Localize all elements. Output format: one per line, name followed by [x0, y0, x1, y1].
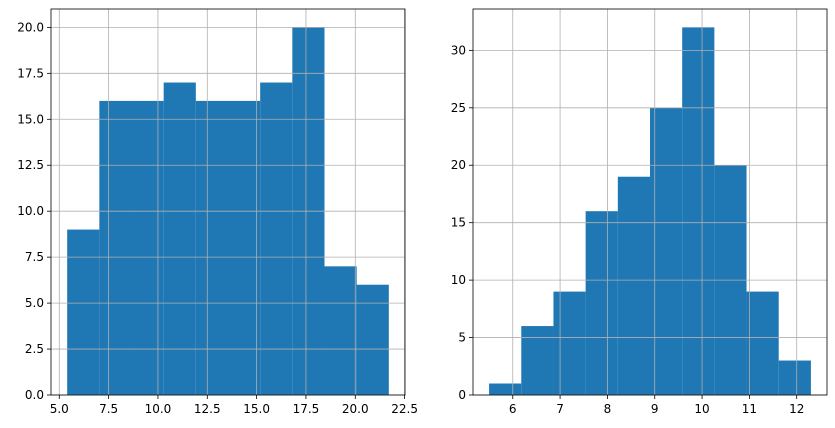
axes-frame	[50, 8, 406, 396]
right-histogram: 6 7 8 9 10 11 12 0 5 10 15 20 25 30	[451, 8, 828, 416]
x-tick-label: 11	[742, 402, 757, 416]
y-tick-label: 5.0	[25, 296, 44, 310]
y-tick-label: 12.5	[17, 158, 44, 172]
x-tick-label: 22.5	[391, 402, 418, 416]
histogram-bar	[521, 326, 554, 395]
y-axis: 0 5 10 15 20 25 30	[451, 43, 473, 402]
y-tick-label: 20	[451, 158, 466, 172]
x-tick-label: 12.5	[194, 402, 221, 416]
x-tick-label: 5.0	[50, 402, 69, 416]
histogram-bar	[99, 100, 132, 396]
x-tick-label: 7	[556, 402, 564, 416]
histogram-bar	[163, 82, 196, 396]
x-tick-label: 17.5	[293, 402, 320, 416]
histogram-bar	[67, 229, 100, 395]
y-tick-label: 30	[451, 43, 466, 57]
y-tick-label: 20.0	[17, 20, 44, 34]
y-tick-label: 10	[451, 273, 466, 287]
histogram-bar	[650, 107, 683, 396]
histogram-bar	[131, 100, 164, 396]
y-tick-label: 2.5	[25, 342, 44, 356]
histogram-bar	[489, 383, 522, 395]
y-axis: 0.0 2.5 5.0 7.5 10.0 12.5 15.0 17.5 20.0	[17, 20, 51, 402]
histogram-bar	[585, 211, 618, 395]
histogram-bar	[617, 176, 650, 395]
x-tick-label: 8	[604, 402, 612, 416]
y-tick-label: 7.5	[25, 250, 44, 264]
y-tick-label: 5	[458, 331, 466, 345]
histogram-bar	[746, 291, 779, 395]
left-histogram: 5.0 7.5 10.0 12.5 15.0 17.5 20.0 22.5 0.0 2.5 5.0 7…	[17, 8, 418, 416]
x-tick-label: 9	[651, 402, 659, 416]
x-tick-label: 7.5	[99, 402, 118, 416]
y-tick-label: 15.0	[17, 112, 44, 126]
histogram-bar	[324, 266, 357, 395]
y-tick-label: 0	[458, 388, 466, 402]
y-tick-label: 15	[451, 216, 466, 230]
x-tick-label: 10	[694, 402, 709, 416]
x-tick-label: 12	[789, 402, 804, 416]
x-axis: 6 7 8 9 10 11 12	[509, 395, 804, 416]
y-tick-label: 10.0	[17, 204, 44, 218]
x-tick-label: 6	[509, 402, 517, 416]
y-tick-label: 0.0	[25, 388, 44, 402]
histogram-bar	[195, 100, 228, 396]
x-tick-label: 20.0	[342, 402, 369, 416]
histogram-bar	[682, 27, 715, 396]
x-tick-label: 15.0	[243, 402, 270, 416]
axes-frame	[472, 8, 828, 396]
histogram-bar	[778, 360, 811, 395]
histogram-bar	[260, 82, 293, 396]
histogram-bar	[228, 100, 261, 396]
y-tick-label: 25	[451, 101, 466, 115]
x-tick-label: 10.0	[145, 402, 172, 416]
histogram-bar	[356, 284, 389, 395]
x-axis: 5.0 7.5 10.0 12.5 15.0 17.5 20.0 22.5	[50, 395, 418, 416]
histogram-bars	[489, 27, 811, 396]
y-tick-label: 17.5	[17, 66, 44, 80]
histogram-bar	[553, 291, 586, 395]
